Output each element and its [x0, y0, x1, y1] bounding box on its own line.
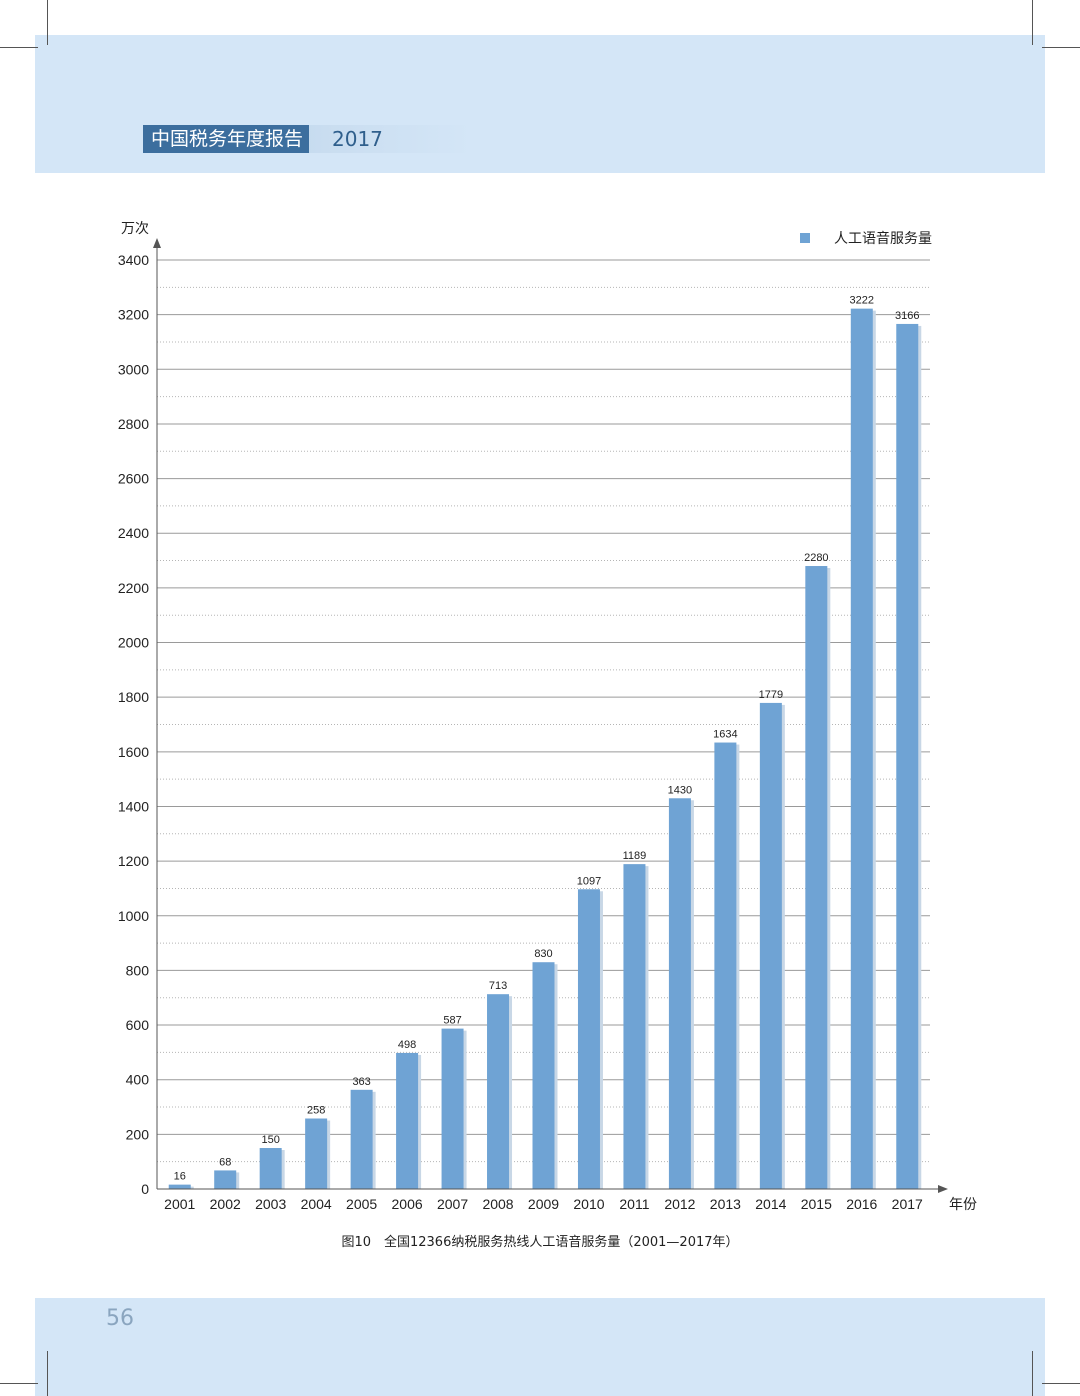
y-axis-title: 万次 — [121, 221, 149, 237]
bar — [896, 323, 919, 1189]
bar-layer — [168, 308, 922, 1190]
legend-label: 人工语音服务量 — [834, 230, 932, 247]
y-tick-label: 1000 — [118, 908, 149, 924]
y-tick-label: 600 — [126, 1017, 150, 1033]
data-label: 1189 — [623, 850, 647, 862]
data-label: 68 — [219, 1156, 231, 1168]
x-tick-label: 2010 — [573, 1196, 604, 1212]
crop-mark — [1032, 0, 1033, 45]
report-title: 中国税务年度报告 — [143, 125, 310, 153]
data-label: 1097 — [577, 875, 601, 887]
bar — [487, 994, 510, 1189]
data-label: 713 — [489, 980, 507, 992]
axis-layer — [153, 238, 948, 1193]
data-label: 1430 — [668, 784, 692, 796]
bar — [532, 962, 555, 1189]
data-label: 16 — [174, 1171, 186, 1183]
bar — [577, 889, 600, 1189]
crop-mark — [47, 1351, 48, 1396]
footer-band — [35, 1298, 1045, 1396]
x-tick-label: 2004 — [301, 1196, 332, 1212]
x-tick-label: 2016 — [846, 1196, 877, 1212]
x-tick-label: 2017 — [892, 1196, 923, 1212]
y-tick-label: 2000 — [118, 635, 149, 651]
x-axis-arrow — [938, 1185, 948, 1193]
x-tick-label: 2011 — [619, 1196, 649, 1212]
y-tick-label: 3000 — [118, 361, 149, 377]
y-tick-label: 200 — [126, 1126, 150, 1142]
x-tick-label: 2007 — [437, 1196, 468, 1212]
crop-mark — [0, 1383, 38, 1384]
bar — [214, 1170, 237, 1189]
x-tick-label: 2009 — [528, 1196, 559, 1212]
x-tick-label: 2015 — [801, 1196, 832, 1212]
bar — [305, 1118, 328, 1189]
x-tick-label: 2012 — [664, 1196, 695, 1212]
y-tick-label: 2400 — [118, 525, 149, 541]
data-label: 830 — [534, 948, 552, 960]
bar — [759, 702, 782, 1189]
data-label: 3166 — [895, 310, 919, 322]
x-tick-label: 2013 — [710, 1196, 741, 1212]
bar — [168, 1184, 191, 1189]
data-label: 258 — [307, 1105, 325, 1117]
crop-mark — [47, 0, 48, 45]
x-tick-label: 2008 — [482, 1196, 513, 1212]
y-tick-label: 800 — [126, 962, 150, 978]
bar — [259, 1148, 282, 1189]
bar — [668, 798, 691, 1189]
figure-caption: 图10 全国12366纳税服务热线人工语音服务量（2001—2017年） — [341, 1235, 739, 1250]
report-year: 2017 — [332, 127, 383, 151]
data-label: 1634 — [713, 729, 737, 741]
y-tick-label: 1800 — [118, 689, 149, 705]
x-tick-label: 2006 — [392, 1196, 423, 1212]
x-tick-label: 2003 — [255, 1196, 286, 1212]
data-label: 2280 — [804, 552, 828, 564]
bar — [441, 1028, 464, 1189]
crop-mark — [1042, 47, 1080, 48]
y-tick-label: 3200 — [118, 307, 149, 323]
crop-mark — [1042, 1383, 1080, 1384]
x-tick-label: 2005 — [346, 1196, 377, 1212]
data-label: 587 — [443, 1015, 461, 1027]
page-number: 56 — [106, 1306, 134, 1331]
crop-mark — [1032, 1351, 1033, 1396]
data-label: 3222 — [850, 295, 874, 307]
y-tick-label: 3400 — [118, 252, 149, 268]
y-tick-label: 1200 — [118, 853, 149, 869]
y-tick-label: 1600 — [118, 744, 149, 760]
x-tick-label: 2014 — [755, 1196, 786, 1212]
legend-swatch — [800, 233, 810, 243]
x-tick-label: 2002 — [210, 1196, 241, 1212]
y-tick-label: 2200 — [118, 580, 149, 596]
label-layer: 0 200 400 600 800 1000 1200 1400 1600 1800 2000 220… — [118, 252, 923, 1212]
x-axis-title: 年份 — [949, 1197, 977, 1213]
y-tick-label: 2800 — [118, 416, 149, 432]
bar — [396, 1052, 419, 1189]
bar — [850, 308, 873, 1190]
bar — [805, 566, 828, 1189]
bar — [714, 742, 737, 1189]
bar — [623, 864, 646, 1189]
bar — [350, 1089, 373, 1189]
data-label: 150 — [261, 1134, 279, 1146]
y-tick-label: 0 — [141, 1181, 149, 1197]
x-tick-label: 2001 — [164, 1196, 195, 1212]
y-tick-label: 400 — [126, 1072, 150, 1088]
data-label: 498 — [398, 1039, 416, 1051]
data-label: 363 — [352, 1076, 370, 1088]
y-tick-label: 2600 — [118, 471, 149, 487]
data-label: 1779 — [759, 689, 783, 701]
crop-mark — [0, 47, 38, 48]
y-tick-label: 1400 — [118, 798, 149, 814]
y-axis-arrow — [153, 238, 161, 248]
